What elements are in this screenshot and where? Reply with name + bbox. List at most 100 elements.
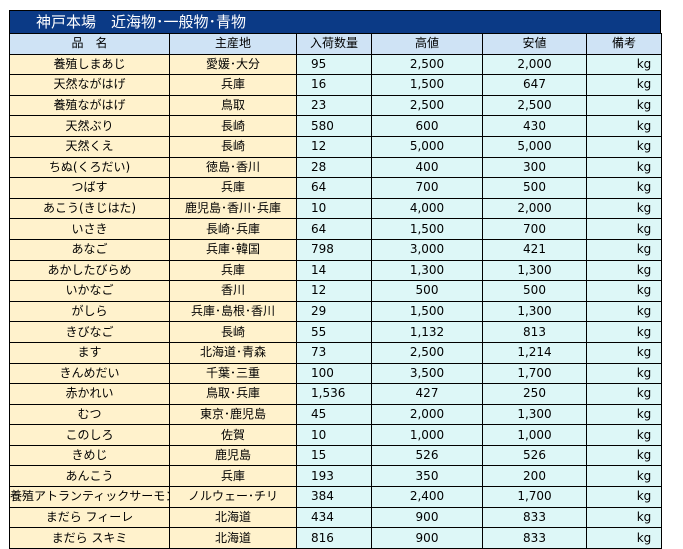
- fish-name-cell: あこう(きじはた): [9, 197, 170, 220]
- fish-name-cell: あんこう: [9, 465, 170, 488]
- fish-name-cell: つばす: [9, 177, 170, 199]
- unit-cell: kg: [586, 53, 662, 76]
- origin-cell: 兵庫･島根･香川: [169, 300, 297, 323]
- high-price-cell: 1,500: [371, 300, 483, 323]
- unit-cell: kg: [586, 486, 662, 508]
- unit-cell: kg: [586, 465, 662, 488]
- table-row: このしろ 佐賀 10 1,000 1,000 kg: [9, 424, 662, 446]
- high-price-cell: 1,300: [371, 259, 483, 282]
- quantity-cell: 816: [296, 527, 372, 549]
- origin-cell: 千葉･三重: [169, 362, 297, 385]
- quantity-cell: 55: [296, 321, 372, 343]
- fish-name-cell: 養殖ながはげ: [9, 94, 170, 117]
- low-price-cell: 250: [482, 383, 587, 405]
- unit-cell: kg: [586, 506, 662, 529]
- market-price-sheet: 神戸本場 近海物･一般物･青物 品 名 主産地 入荷数量 高値 安値 備考 養殖…: [9, 10, 662, 549]
- unit-cell: kg: [586, 218, 662, 240]
- high-price-cell: 2,500: [371, 53, 483, 76]
- header-high-price: 高値: [371, 33, 483, 55]
- unit-cell: kg: [586, 156, 662, 179]
- low-price-cell: 833: [482, 506, 587, 529]
- origin-cell: 長崎: [169, 135, 297, 158]
- table-row: いさき 長崎･兵庫 64 1,500 700 kg: [9, 218, 662, 240]
- origin-cell: 愛媛･大分: [169, 53, 297, 76]
- high-price-cell: 3,500: [371, 362, 483, 385]
- table-row: あんこう 兵庫 193 350 200 kg: [9, 465, 662, 488]
- unit-cell: kg: [586, 74, 662, 96]
- table-row: がしら 兵庫･島根･香川 29 1,500 1,300 kg: [9, 300, 662, 323]
- origin-cell: 鳥取: [169, 94, 297, 117]
- high-price-cell: 1,500: [371, 218, 483, 240]
- origin-cell: ノルウェー･チリ: [169, 486, 297, 508]
- low-price-cell: 526: [482, 444, 587, 467]
- quantity-cell: 23: [296, 94, 372, 117]
- fish-name-cell: きんめだい: [9, 362, 170, 385]
- low-price-cell: 1,300: [482, 403, 587, 426]
- origin-cell: 兵庫: [169, 259, 297, 282]
- table-row: まだら スキミ 北海道 816 900 833 kg: [9, 527, 662, 549]
- fish-name-cell: きびなご: [9, 321, 170, 343]
- table-row: まだら フィーレ 北海道 434 900 833 kg: [9, 506, 662, 529]
- fish-name-cell: あなご: [9, 238, 170, 261]
- quantity-cell: 12: [296, 280, 372, 302]
- low-price-cell: 2,500: [482, 94, 587, 117]
- header-row: 品 名 主産地 入荷数量 高値 安値 備考: [9, 33, 662, 55]
- unit-cell: kg: [586, 362, 662, 385]
- unit-cell: kg: [586, 321, 662, 343]
- table-row: ちぬ(くろだい) 徳島･香川 28 400 300 kg: [9, 156, 662, 179]
- quantity-cell: 45: [296, 403, 372, 426]
- quantity-cell: 64: [296, 218, 372, 240]
- fish-name-cell: 養殖アトランティックサーモン: [9, 486, 170, 508]
- fish-name-cell: あかしたびらめ: [9, 259, 170, 282]
- quantity-cell: 28: [296, 156, 372, 179]
- unit-cell: kg: [586, 424, 662, 446]
- fish-name-cell: むつ: [9, 403, 170, 426]
- fish-name-cell: ちぬ(くろだい): [9, 156, 170, 179]
- table-row: あかしたびらめ 兵庫 14 1,300 1,300 kg: [9, 259, 662, 282]
- origin-cell: 長崎: [169, 321, 297, 343]
- low-price-cell: 1,700: [482, 486, 587, 508]
- low-price-cell: 300: [482, 156, 587, 179]
- fish-name-cell: 天然ながはげ: [9, 74, 170, 96]
- unit-cell: kg: [586, 238, 662, 261]
- high-price-cell: 600: [371, 115, 483, 137]
- origin-cell: 兵庫: [169, 177, 297, 199]
- quantity-cell: 95: [296, 53, 372, 76]
- quantity-cell: 193: [296, 465, 372, 488]
- header-name: 品 名: [9, 33, 170, 55]
- fish-name-cell: 天然ぶり: [9, 115, 170, 137]
- origin-cell: 東京･鹿児島: [169, 403, 297, 426]
- table-row: あこう(きじはた) 鹿児島･香川･兵庫 10 4,000 2,000 kg: [9, 197, 662, 220]
- low-price-cell: 200: [482, 465, 587, 488]
- quantity-cell: 29: [296, 300, 372, 323]
- unit-cell: kg: [586, 403, 662, 426]
- origin-cell: 北海道･青森: [169, 341, 297, 364]
- high-price-cell: 2,000: [371, 403, 483, 426]
- table-row: 赤かれい 鳥取･兵庫 1,536 427 250 kg: [9, 383, 662, 405]
- header-note: 備考: [586, 33, 662, 55]
- origin-cell: 兵庫: [169, 74, 297, 96]
- unit-cell: kg: [586, 115, 662, 137]
- high-price-cell: 1,000: [371, 424, 483, 446]
- low-price-cell: 430: [482, 115, 587, 137]
- origin-cell: 長崎: [169, 115, 297, 137]
- fish-name-cell: ます: [9, 341, 170, 364]
- table-row: 養殖しまあじ 愛媛･大分 95 2,500 2,000 kg: [9, 53, 662, 76]
- high-price-cell: 700: [371, 177, 483, 199]
- quantity-cell: 15: [296, 444, 372, 467]
- quantity-cell: 10: [296, 197, 372, 220]
- header-origin: 主産地: [169, 33, 297, 55]
- table-row: つばす 兵庫 64 700 500 kg: [9, 177, 662, 199]
- unit-cell: kg: [586, 527, 662, 549]
- low-price-cell: 647: [482, 74, 587, 96]
- high-price-cell: 2,500: [371, 94, 483, 117]
- table-row: きびなご 長崎 55 1,132 813 kg: [9, 321, 662, 343]
- quantity-cell: 434: [296, 506, 372, 529]
- table-row: 天然くえ 長崎 12 5,000 5,000 kg: [9, 135, 662, 158]
- high-price-cell: 900: [371, 527, 483, 549]
- high-price-cell: 526: [371, 444, 483, 467]
- origin-cell: 鳥取･兵庫: [169, 383, 297, 405]
- table-row: 養殖アトランティックサーモン ノルウェー･チリ 384 2,400 1,700 kg: [9, 486, 662, 508]
- fish-name-cell: このしろ: [9, 424, 170, 446]
- low-price-cell: 2,000: [482, 53, 587, 76]
